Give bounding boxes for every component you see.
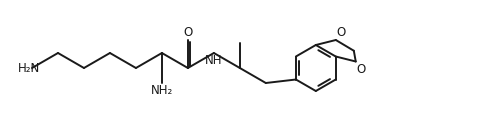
Text: O: O: [356, 63, 365, 76]
Text: NH: NH: [205, 55, 223, 67]
Text: H₂N: H₂N: [18, 61, 40, 75]
Text: O: O: [183, 26, 193, 39]
Text: NH₂: NH₂: [151, 84, 173, 97]
Text: O: O: [336, 26, 345, 38]
